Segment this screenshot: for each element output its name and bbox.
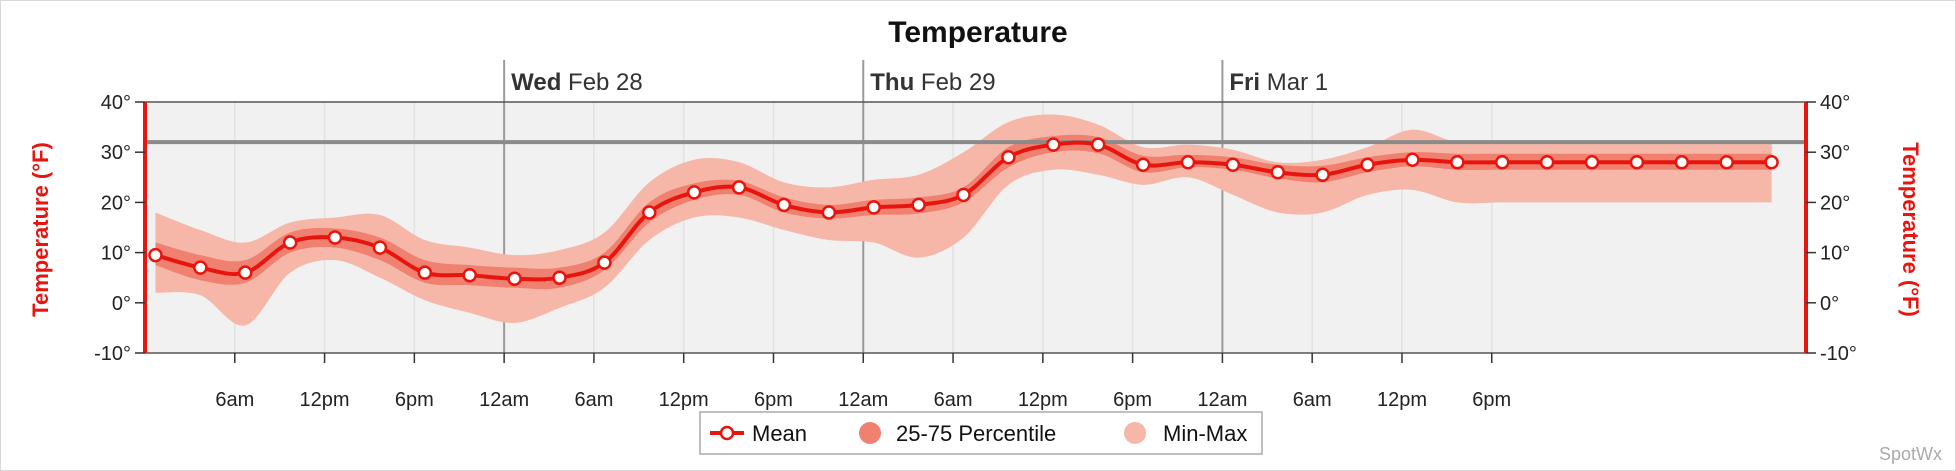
mean-point — [372, 240, 388, 255]
x-tick-label: 6pm — [395, 389, 434, 411]
y-tick-label-left: -10° — [94, 343, 131, 365]
watermark: SpotWx — [1878, 444, 1942, 464]
legend-label-minmax: Min-Max — [1163, 421, 1247, 446]
y-tick-label-left: 10° — [101, 243, 131, 265]
mean-point — [1764, 154, 1779, 170]
legend-percentile-swatch — [859, 422, 881, 444]
y-tick-label-right: 0° — [1820, 293, 1839, 315]
mean-point — [1539, 154, 1555, 170]
mean-point — [462, 267, 477, 283]
mean-point — [866, 200, 881, 215]
mean-point — [821, 205, 837, 220]
x-tick-label: 6am — [934, 389, 973, 411]
mean-point — [597, 255, 612, 270]
y-tick-label-left: 30° — [101, 142, 131, 164]
mean-point — [956, 187, 971, 203]
x-tick-label: 12pm — [1018, 389, 1068, 411]
mean-point — [1584, 154, 1600, 170]
y-tick-label-left: 20° — [101, 192, 131, 214]
mean-point — [1719, 154, 1734, 170]
mean-point — [911, 197, 926, 213]
mean-point — [1046, 137, 1061, 152]
y-axis-title-right: Temperature (°F) — [1898, 142, 1923, 317]
mean-point — [1090, 137, 1106, 152]
y-tick-label-right: 10° — [1820, 243, 1850, 265]
mean-point — [686, 185, 702, 200]
x-tick-label: 12pm — [300, 389, 350, 411]
chart-title: Temperature — [888, 16, 1068, 49]
mean-point — [238, 265, 253, 280]
y-tick-label-right: -10° — [1820, 343, 1857, 365]
y-tick-label-left: 40° — [101, 92, 131, 114]
day-label: Wed Feb 28 — [511, 69, 643, 96]
mean-point — [1315, 167, 1330, 183]
y-axis-title-left: Temperature (°F) — [28, 142, 53, 317]
mean-point — [327, 230, 343, 245]
mean-point — [1180, 154, 1196, 170]
mean-point — [731, 180, 747, 195]
mean-point — [193, 260, 208, 275]
mean-point — [1135, 157, 1151, 172]
y-tick-label-right: 20° — [1820, 192, 1850, 214]
mean-point — [1001, 149, 1016, 165]
legend-label-mean: Mean — [752, 421, 807, 446]
x-tick-label: 6am — [1293, 389, 1332, 411]
mean-point — [1494, 154, 1510, 170]
day-label: Fri Mar 1 — [1229, 69, 1328, 96]
mean-point — [282, 235, 298, 250]
y-tick-label-left: 0° — [112, 293, 131, 315]
x-tick-label: 6pm — [1472, 389, 1511, 411]
x-tick-label: 12am — [1197, 389, 1247, 411]
mean-point — [1270, 165, 1286, 180]
legend-mean-marker — [719, 425, 735, 441]
legend-minmax-swatch — [1124, 422, 1146, 444]
mean-point — [1674, 154, 1690, 170]
x-tick-label: 6pm — [754, 389, 793, 411]
mean-point — [1629, 154, 1645, 170]
mean-point — [1360, 157, 1375, 172]
x-tick-label: 12pm — [659, 389, 709, 411]
x-tick-label: 12pm — [1377, 389, 1427, 411]
y-tick-label-right: 30° — [1820, 142, 1850, 164]
mean-point — [552, 270, 567, 285]
legend-label-percentile: 25-75 Percentile — [896, 421, 1056, 446]
mean-point — [1225, 157, 1241, 172]
mean-point — [1450, 154, 1465, 170]
x-tick-label: 6am — [215, 389, 254, 411]
legend-box — [699, 411, 1263, 455]
x-tick-label: 12am — [838, 389, 888, 411]
y-tick-label-right: 40° — [1820, 92, 1850, 114]
mean-point — [417, 265, 433, 280]
x-tick-label: 12am — [479, 389, 529, 411]
mean-point — [507, 271, 522, 286]
x-tick-label: 6am — [574, 389, 613, 411]
mean-point — [776, 197, 792, 213]
mean-point — [148, 247, 163, 263]
x-tick-label: 6pm — [1113, 389, 1152, 411]
mean-point — [642, 205, 657, 220]
mean-point — [1405, 152, 1420, 167]
day-label: Thu Feb 29 — [870, 69, 995, 96]
